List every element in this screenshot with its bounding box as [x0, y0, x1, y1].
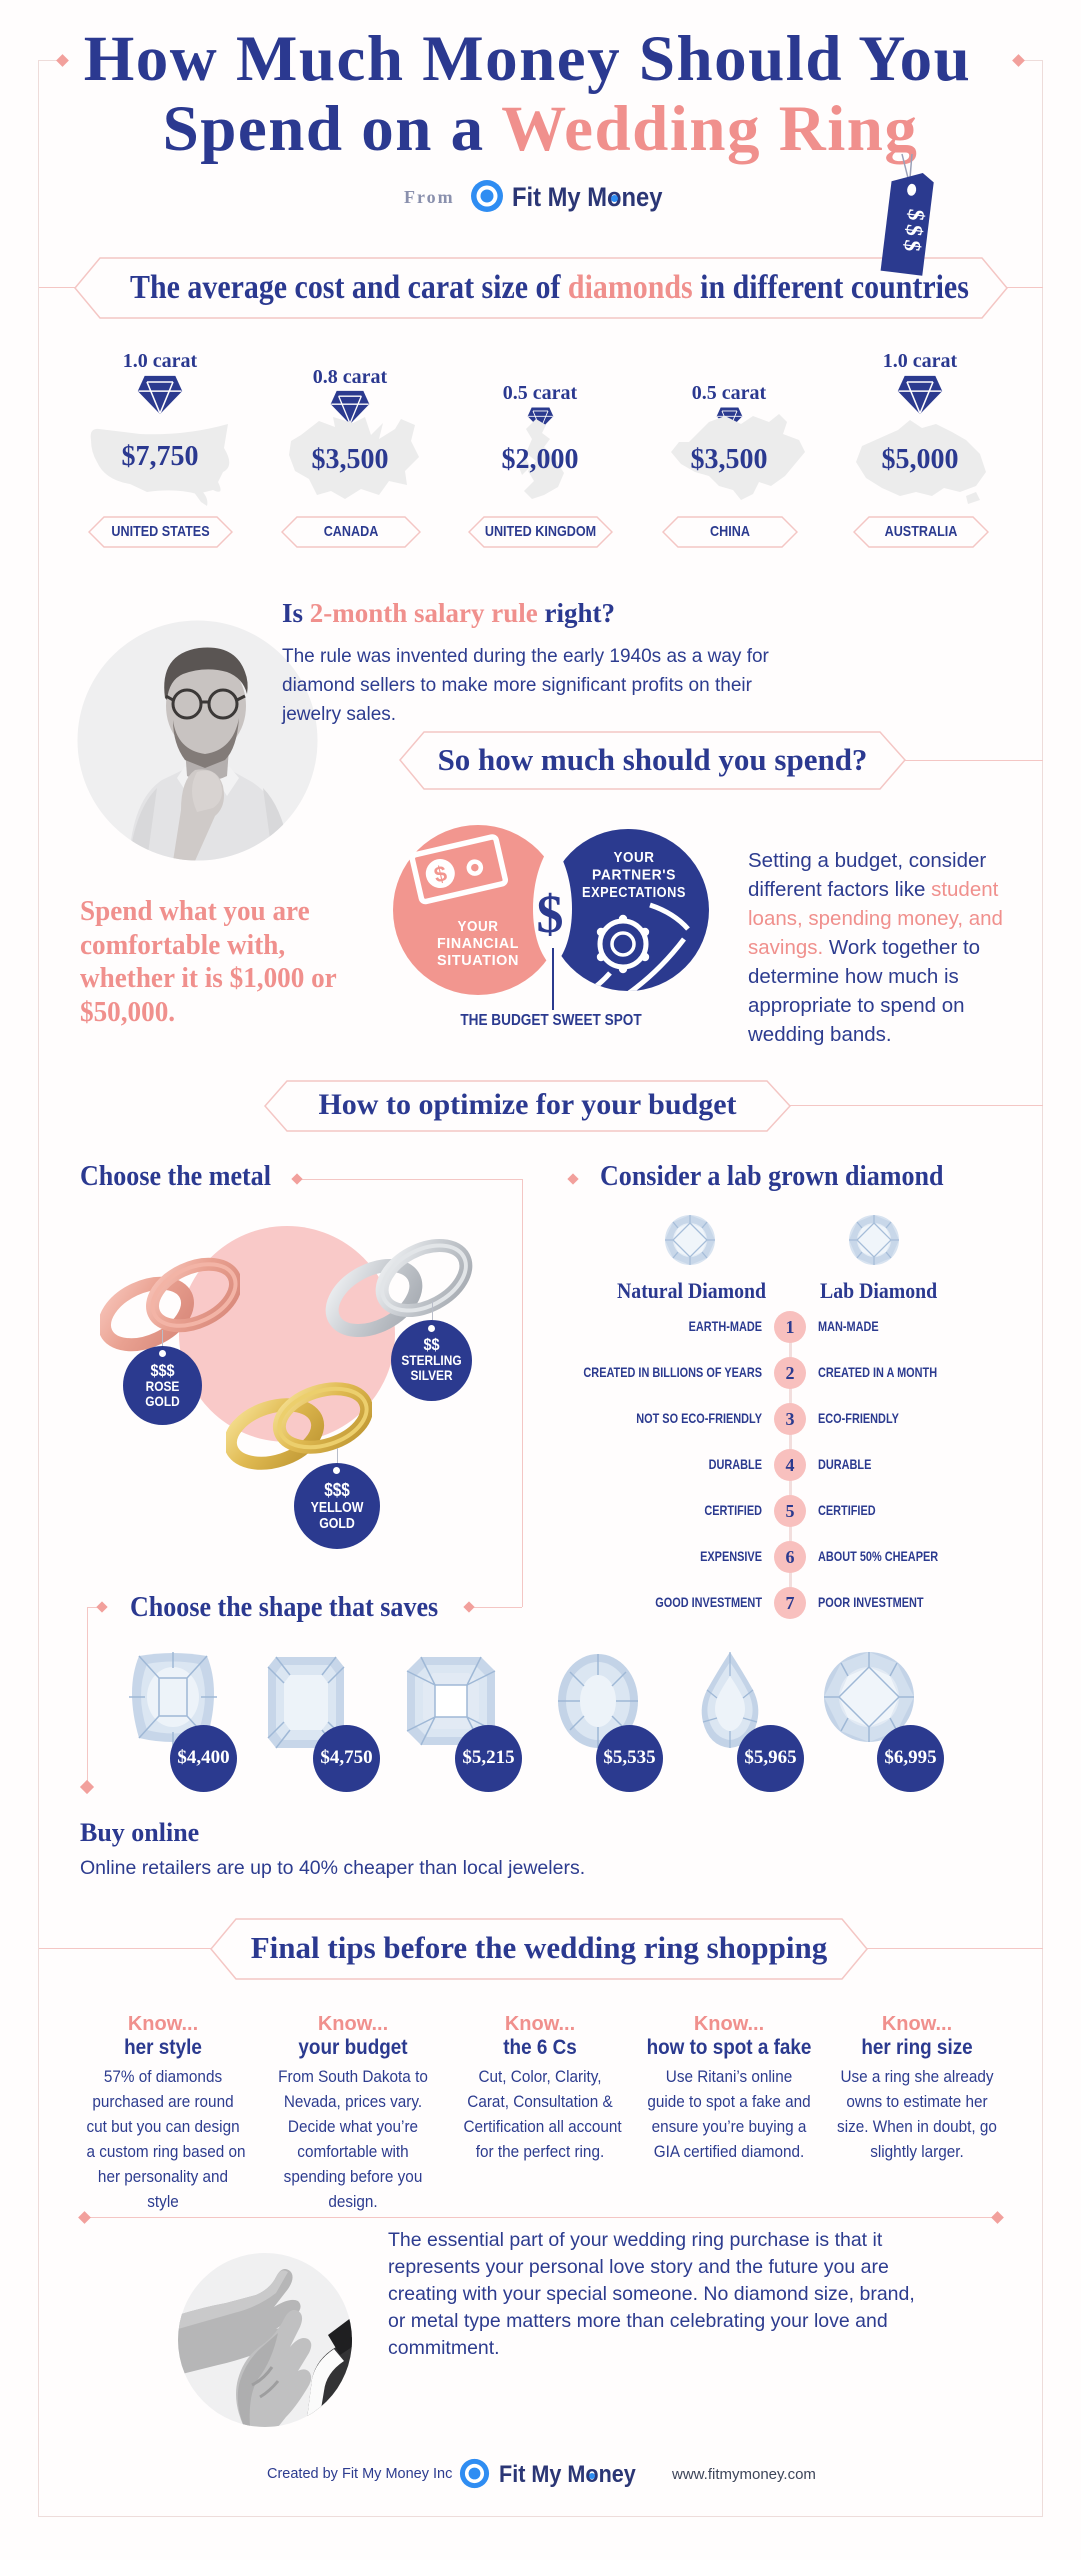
svg-text:SITUATION: SITUATION: [437, 953, 519, 969]
svg-text:$$$: $$$: [899, 208, 929, 257]
svg-text:YOUR: YOUR: [614, 850, 655, 866]
svg-text:EXPECTATIONS: EXPECTATIONS: [582, 885, 686, 901]
svg-text:$: $: [537, 884, 564, 944]
svg-text:YOUR: YOUR: [458, 919, 499, 935]
svg-text:FINANCIAL: FINANCIAL: [437, 936, 519, 952]
svg-text:$: $: [432, 860, 450, 887]
svg-text:PARTNER'S: PARTNER'S: [592, 868, 676, 884]
